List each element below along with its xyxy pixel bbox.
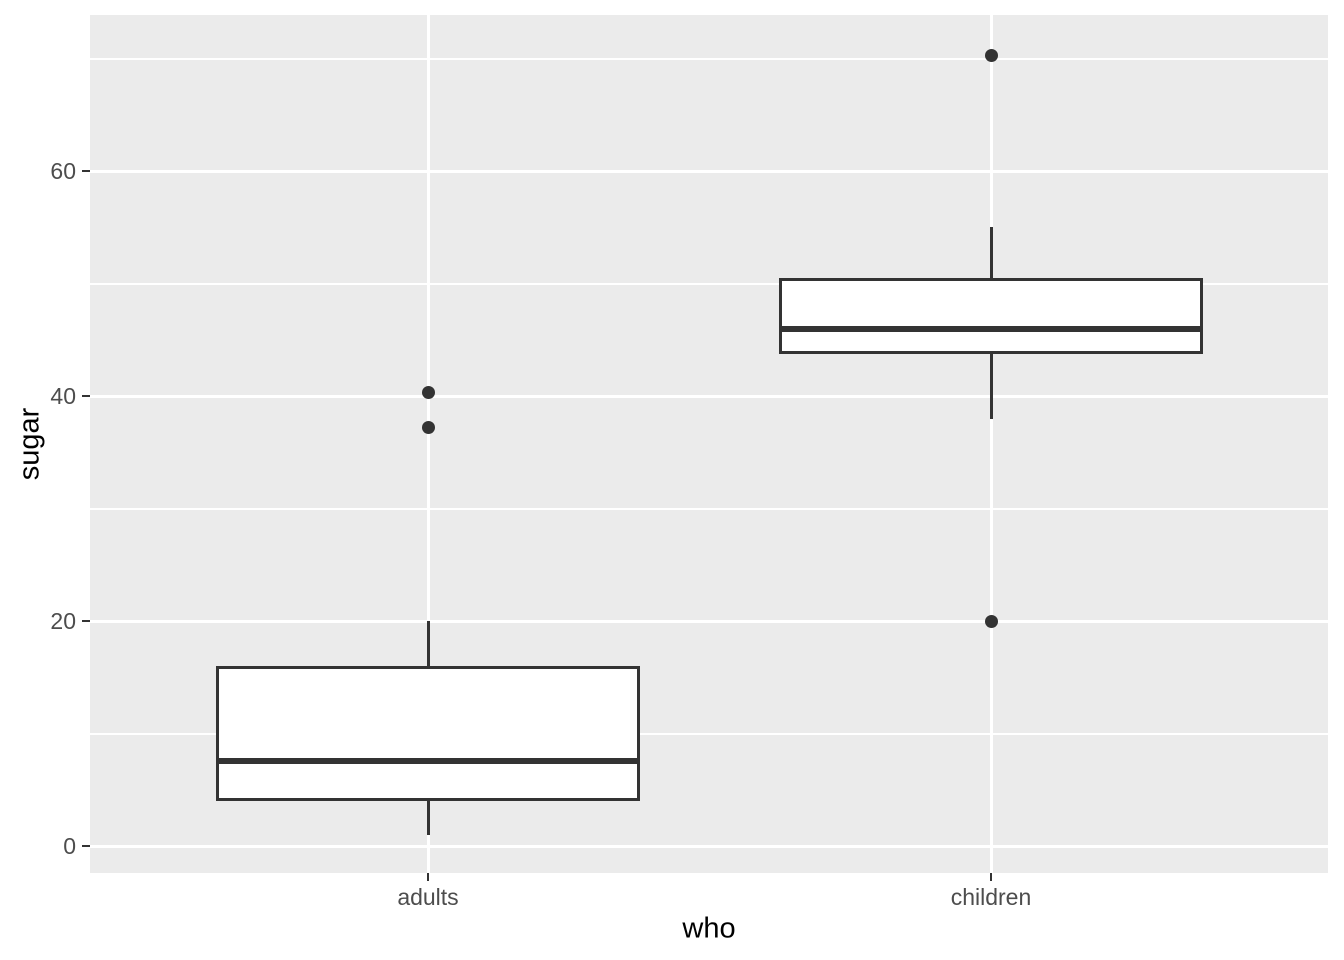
box-adults [216, 666, 640, 801]
y-tick-label: 40 [50, 383, 76, 409]
y-tick-label: 60 [50, 158, 76, 184]
y-tick-label: 0 [63, 833, 76, 859]
y-minor-gridline [90, 282, 1328, 285]
x-tick-mark [427, 873, 429, 881]
x-major-gridline [989, 15, 993, 873]
y-major-gridline [90, 844, 1328, 848]
outlier-point-children [984, 48, 998, 62]
y-major-gridline [90, 394, 1328, 398]
upper-whisker-children [989, 227, 993, 278]
y-tick-label: 20 [50, 608, 76, 634]
y-axis-title: sugar [13, 407, 46, 481]
x-major-gridline [426, 15, 430, 873]
lower-whisker-children [989, 354, 993, 419]
box-children [779, 277, 1203, 355]
outlier-point-children [984, 614, 998, 628]
lower-whisker-adults [426, 801, 430, 835]
y-tick-mark [82, 845, 90, 847]
y-minor-gridline [90, 507, 1328, 510]
upper-whisker-adults [426, 621, 430, 666]
y-tick-mark [82, 395, 90, 397]
plot-panel [90, 15, 1328, 873]
y-minor-gridline [90, 732, 1328, 735]
y-major-gridline [90, 169, 1328, 173]
median-children [779, 325, 1203, 332]
x-tick-mark [990, 873, 992, 881]
x-tick-label: children [950, 884, 1032, 910]
x-tick-label: adults [397, 884, 459, 910]
y-minor-gridline [90, 57, 1328, 60]
y-tick-mark [82, 170, 90, 172]
y-tick-mark [82, 620, 90, 622]
median-adults [216, 757, 640, 764]
outlier-point-adults [421, 421, 435, 434]
outlier-point-adults [421, 386, 435, 400]
x-axis-title: who [682, 912, 736, 945]
y-major-gridline [90, 619, 1328, 623]
